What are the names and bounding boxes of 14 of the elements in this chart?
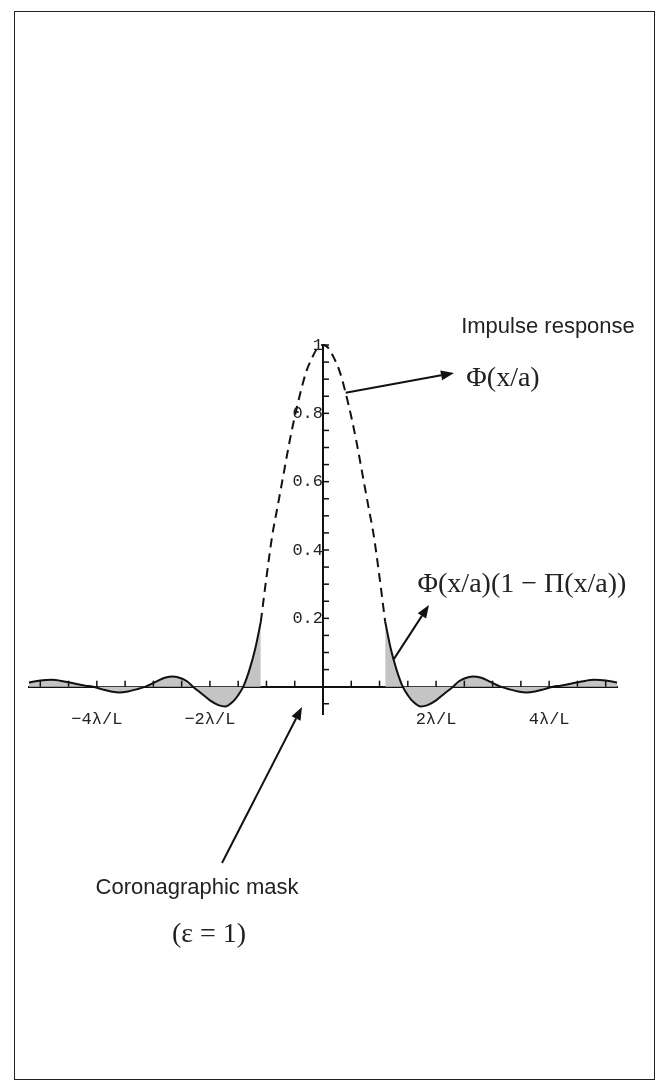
text: Impulse response <box>461 313 635 339</box>
x-tick-label: −2λ/L <box>184 710 236 730</box>
x-tick-label: 4λ/L <box>528 710 570 730</box>
y-tick-label: 0.4 <box>292 540 323 560</box>
y-tick-label: 0.8 <box>292 403 323 423</box>
x-tick-label: −4λ/L <box>71 710 123 730</box>
y-tick-label: 0.6 <box>292 472 323 492</box>
annotation: Φ(x/a)(1 − Π(x/a)) <box>417 567 627 599</box>
x-tick-label: 2λ/L <box>415 710 457 730</box>
text: (ε = 1) <box>171 917 247 949</box>
text: Coronagraphic mask <box>95 874 300 900</box>
annotation: Φ(x/a) <box>466 361 540 393</box>
y-tick-label: 0.2 <box>292 608 323 628</box>
y-tick-label: 1 <box>312 335 323 355</box>
